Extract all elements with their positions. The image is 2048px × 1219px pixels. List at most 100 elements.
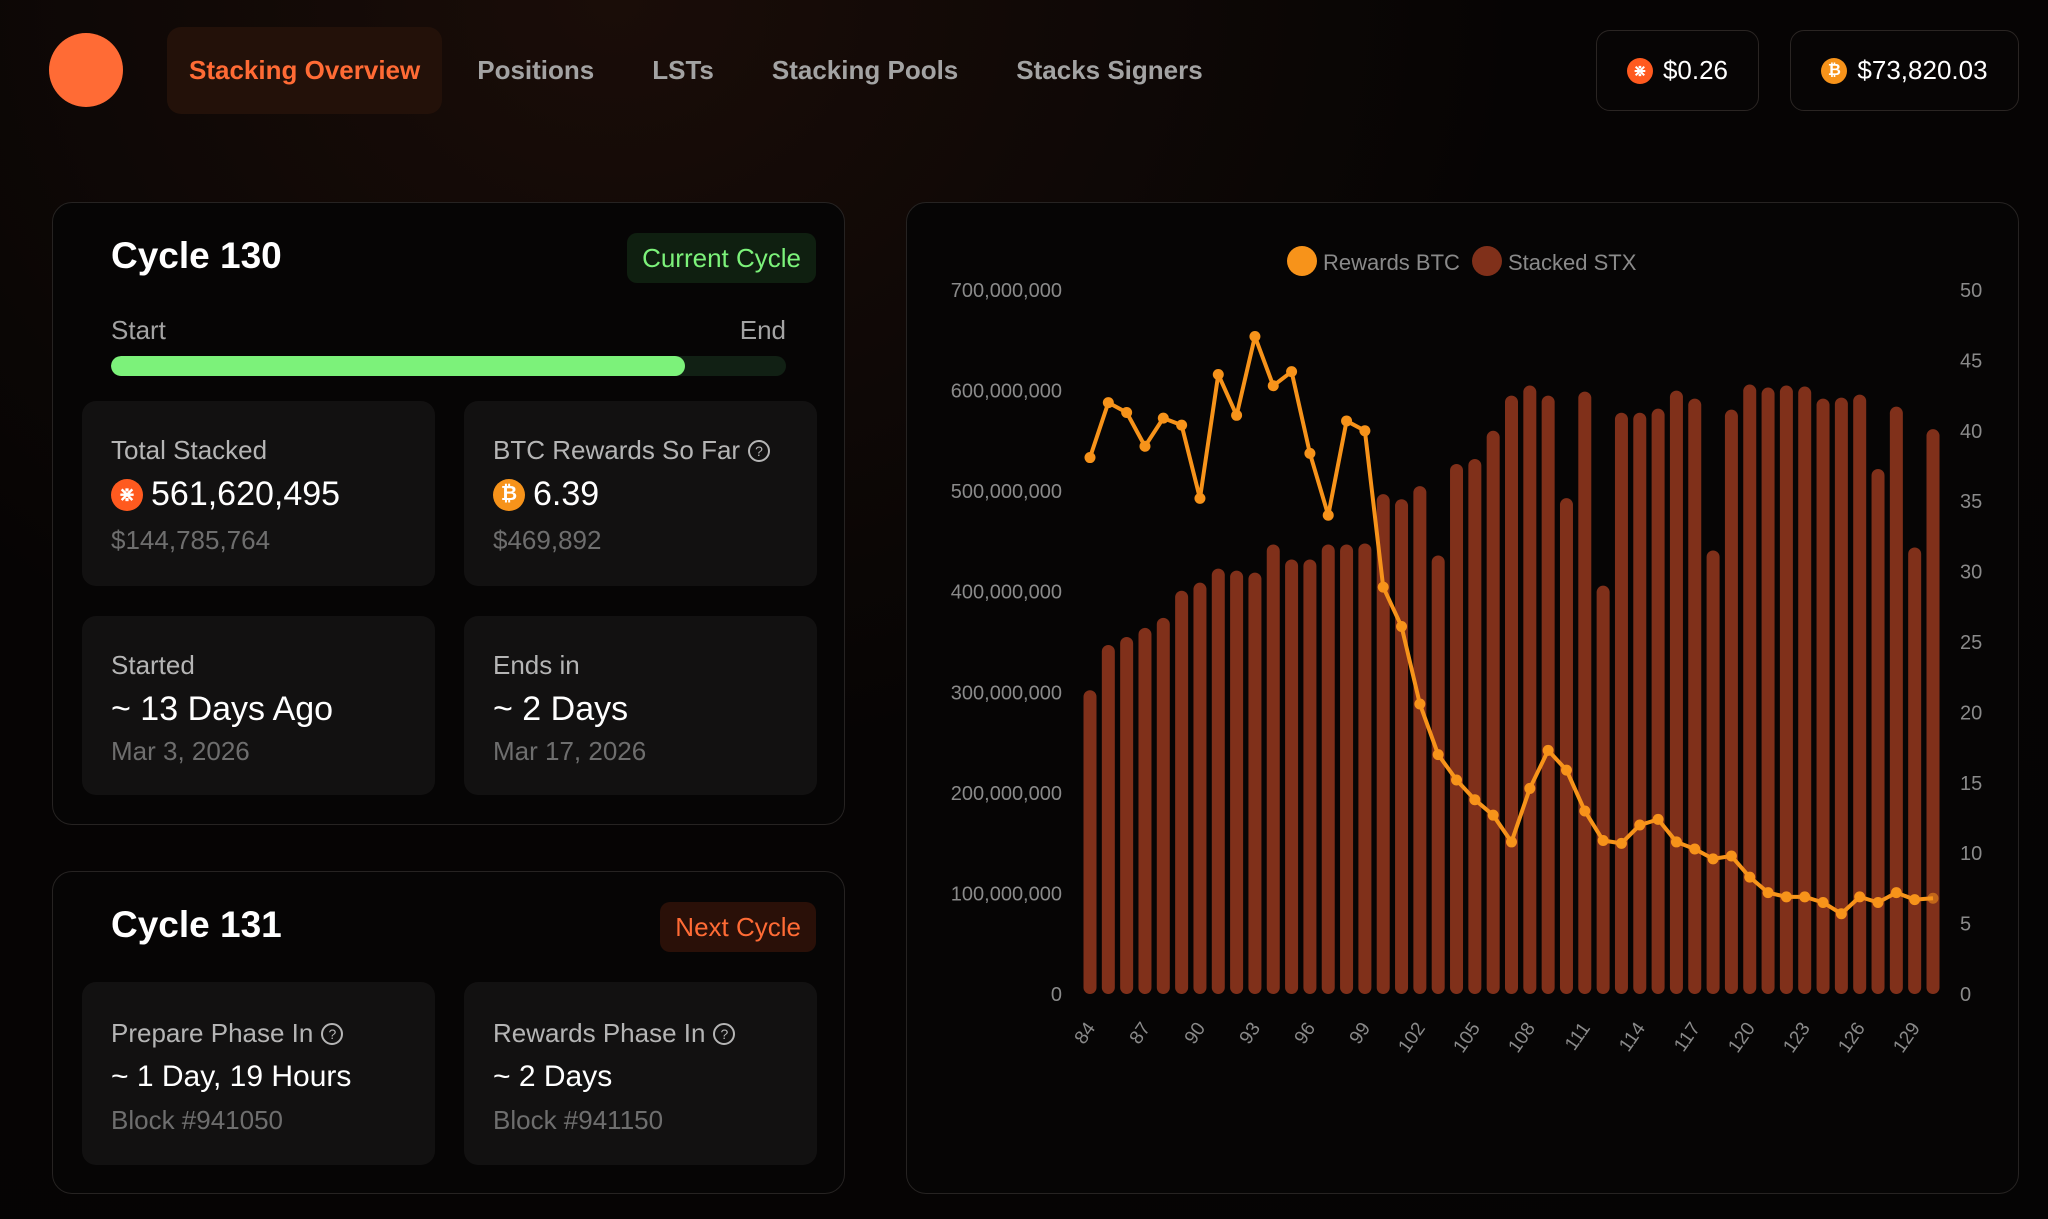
stacked-stx-bar[interactable] xyxy=(1138,627,1152,994)
rewards-btc-point[interactable] xyxy=(1487,809,1499,821)
stacked-stx-bar[interactable] xyxy=(1541,395,1555,995)
stacked-stx-bar[interactable] xyxy=(1633,412,1647,994)
rewards-btc-point[interactable] xyxy=(1817,896,1829,908)
stacked-stx-bar[interactable] xyxy=(1285,559,1299,994)
stacked-stx-bar[interactable] xyxy=(1175,590,1189,994)
stacked-stx-bar[interactable] xyxy=(1724,409,1738,994)
stacked-stx-bar[interactable] xyxy=(1248,572,1262,994)
stacked-stx-bar[interactable] xyxy=(1706,550,1720,994)
legend-rewards-btc[interactable]: Rewards BTC xyxy=(1323,250,1460,275)
rewards-btc-point[interactable] xyxy=(1176,419,1188,431)
stacked-stx-bar[interactable] xyxy=(1743,384,1757,995)
rewards-btc-point[interactable] xyxy=(1396,621,1408,633)
nav-positions[interactable]: Positions xyxy=(477,55,595,85)
stacked-stx-bar[interactable] xyxy=(1871,469,1885,994)
stacked-stx-bar[interactable] xyxy=(1395,499,1409,994)
stacked-stx-bar[interactable] xyxy=(1926,429,1940,994)
rewards-btc-point[interactable] xyxy=(1102,397,1114,409)
rewards-btc-point[interactable] xyxy=(1212,368,1224,380)
legend-stacked-stx[interactable]: Stacked STX xyxy=(1508,250,1637,275)
rewards-btc-point[interactable] xyxy=(1835,908,1847,920)
rewards-btc-point[interactable] xyxy=(1872,896,1884,908)
rewards-btc-point[interactable] xyxy=(1194,492,1206,504)
rewards-btc-point[interactable] xyxy=(1670,836,1682,848)
rewards-btc-point[interactable] xyxy=(1139,440,1151,452)
rewards-btc-point[interactable] xyxy=(1909,894,1921,906)
rewards-btc-point[interactable] xyxy=(1231,409,1243,421)
rewards-btc-point[interactable] xyxy=(1121,406,1133,418)
stacked-stx-bar[interactable] xyxy=(1156,617,1170,994)
stacked-stx-bar[interactable] xyxy=(1450,463,1464,994)
stacked-stx-bar[interactable] xyxy=(1596,585,1610,994)
rewards-btc-point[interactable] xyxy=(1469,794,1481,806)
stacked-stx-bar[interactable] xyxy=(1321,544,1335,994)
stx-price-button[interactable]: ⋇ $0.26 xyxy=(1596,30,1759,111)
stacked-stx-bar[interactable] xyxy=(1468,458,1482,994)
rewards-btc-point[interactable] xyxy=(1579,805,1591,817)
stacked-stx-bar[interactable] xyxy=(1523,385,1537,994)
nav-stacking-pools[interactable]: Stacking Pools xyxy=(771,55,959,85)
rewards-btc-point[interactable] xyxy=(1744,871,1756,883)
question-circle-icon[interactable]: ? xyxy=(748,439,771,462)
nav-stacks-signers[interactable]: Stacks Signers xyxy=(1016,55,1203,85)
rewards-btc-point[interactable] xyxy=(1377,581,1389,593)
stacked-stx-bar[interactable] xyxy=(1578,391,1592,994)
stacked-stx-bar[interactable] xyxy=(1230,570,1244,994)
rewards-btc-point[interactable] xyxy=(1286,366,1298,378)
rewards-btc-point[interactable] xyxy=(1157,412,1169,424)
rewards-btc-point[interactable] xyxy=(1597,835,1609,847)
rewards-btc-point[interactable] xyxy=(1267,380,1279,392)
question-circle-icon[interactable]: ? xyxy=(713,1022,736,1045)
stacked-stx-bar[interactable] xyxy=(1559,498,1573,994)
rewards-btc-point[interactable] xyxy=(1304,447,1316,459)
rewards-btc-point[interactable] xyxy=(1689,843,1701,855)
stacked-stx-bar[interactable] xyxy=(1669,390,1683,994)
stacked-stx-bar[interactable] xyxy=(1193,582,1207,994)
stacked-stx-bar[interactable] xyxy=(1761,387,1775,994)
rewards-btc-point[interactable] xyxy=(1652,813,1664,825)
question-circle-icon[interactable]: ? xyxy=(321,1022,344,1045)
chart-legend[interactable]: Rewards BTC Stacked STX xyxy=(1287,246,1637,276)
rewards-btc-point[interactable] xyxy=(1341,415,1353,427)
stacked-stx-bar[interactable] xyxy=(1889,406,1903,994)
stacked-stx-bar[interactable] xyxy=(1798,386,1812,994)
stacked-stx-bar[interactable] xyxy=(1853,394,1867,994)
stacked-stx-bar[interactable] xyxy=(1266,544,1280,994)
rewards-btc-point[interactable] xyxy=(1524,782,1536,794)
stacked-stx-bar[interactable] xyxy=(1816,398,1830,994)
rewards-btc-point[interactable] xyxy=(1615,837,1627,849)
stacked-stx-bar[interactable] xyxy=(1083,690,1097,994)
rewards-btc-point[interactable] xyxy=(1780,891,1792,903)
stacked-stx-bar[interactable] xyxy=(1413,486,1427,994)
rewards-btc-point[interactable] xyxy=(1359,425,1371,437)
stacked-stx-bar[interactable] xyxy=(1779,385,1793,994)
nav-stacking-overview[interactable]: Stacking Overview xyxy=(167,27,443,114)
stacked-stx-bar[interactable] xyxy=(1101,645,1115,994)
stacked-stx-bar[interactable] xyxy=(1651,408,1665,994)
rewards-btc-point[interactable] xyxy=(1560,764,1572,776)
stacked-stx-bar[interactable] xyxy=(1120,636,1134,994)
rewards-btc-point[interactable] xyxy=(1414,698,1426,710)
stacked-stx-bar[interactable] xyxy=(1358,543,1372,994)
nav-lsts[interactable]: LSTs xyxy=(652,55,714,85)
stacked-stx-bar[interactable] xyxy=(1340,544,1354,994)
btc-price-button[interactable]: ₿ $73,820.03 xyxy=(1790,30,2019,111)
rewards-btc-point[interactable] xyxy=(1084,452,1096,464)
rewards-btc-point[interactable] xyxy=(1725,850,1737,862)
rewards-btc-point[interactable] xyxy=(1799,891,1811,903)
rewards-btc-point[interactable] xyxy=(1890,887,1902,899)
stacked-stx-bar[interactable] xyxy=(1486,430,1500,994)
stacked-stx-bar[interactable] xyxy=(1505,395,1518,995)
rewards-btc-point[interactable] xyxy=(1634,819,1646,831)
stacked-stx-bar[interactable] xyxy=(1688,398,1702,994)
rewards-btc-point[interactable] xyxy=(1451,774,1463,786)
logo[interactable] xyxy=(49,33,123,107)
rewards-btc-point[interactable] xyxy=(1432,749,1444,761)
stacked-stx-bar[interactable] xyxy=(1211,568,1225,994)
rewards-btc-point[interactable] xyxy=(1249,330,1261,342)
stacked-stx-bar[interactable] xyxy=(1908,547,1922,994)
rewards-btc-point[interactable] xyxy=(1542,744,1554,756)
stacked-stx-bar[interactable] xyxy=(1376,494,1390,994)
rewards-btc-point[interactable] xyxy=(1927,892,1939,904)
rewards-btc-point[interactable] xyxy=(1506,836,1517,848)
